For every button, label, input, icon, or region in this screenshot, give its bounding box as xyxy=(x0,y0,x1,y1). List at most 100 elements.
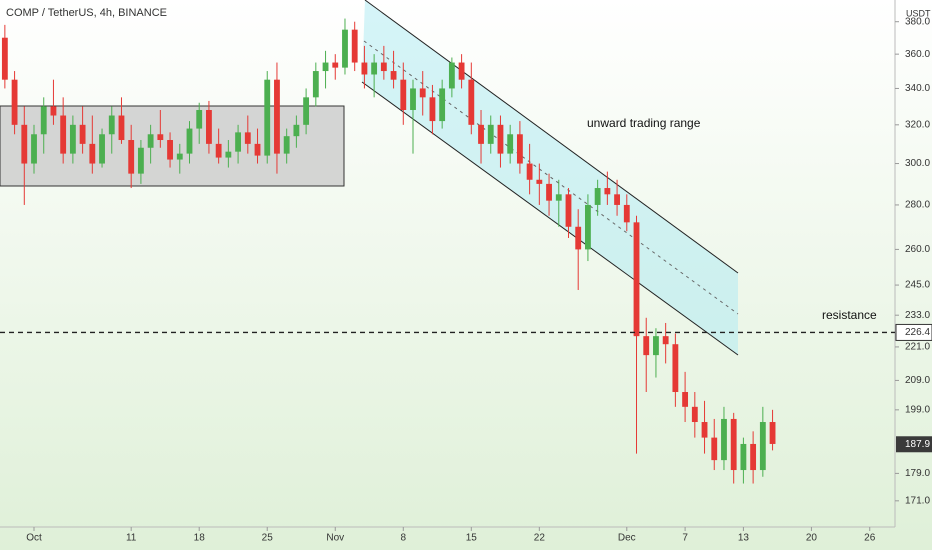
last-price-label: 187.9 xyxy=(905,439,930,450)
x-tick-label: 7 xyxy=(682,533,688,544)
x-tick-label: 22 xyxy=(534,533,546,544)
annotation: resistance xyxy=(822,308,877,322)
candle-body xyxy=(196,110,203,129)
y-tick-label: 221.0 xyxy=(905,342,930,353)
candle-body xyxy=(225,151,232,158)
candle-body xyxy=(99,134,105,164)
candle-body xyxy=(322,62,329,72)
x-tick-label: 18 xyxy=(194,533,206,544)
candle-body xyxy=(312,71,319,98)
y-tick-label: 380.0 xyxy=(905,16,930,27)
candle-body xyxy=(147,134,154,148)
candle-body xyxy=(390,71,397,80)
candle-body xyxy=(594,188,601,205)
candle-body xyxy=(215,143,222,158)
y-tick-label: 340.0 xyxy=(905,83,930,94)
candle-body xyxy=(429,97,436,122)
x-tick-label: 13 xyxy=(738,533,750,544)
y-tick-label: 209.0 xyxy=(905,375,930,386)
candle-body xyxy=(439,88,446,122)
candle-body xyxy=(293,124,300,137)
candle-body xyxy=(380,62,387,72)
candle-body xyxy=(206,110,212,144)
candle-body xyxy=(448,62,455,89)
y-tick-label: 171.0 xyxy=(905,495,930,506)
candle-body xyxy=(264,79,271,156)
candle-body xyxy=(186,128,193,154)
candle-body xyxy=(565,194,572,227)
candle-body xyxy=(555,194,562,201)
candle-body xyxy=(400,79,407,111)
candle-body xyxy=(458,62,465,80)
candle-body xyxy=(507,134,514,154)
candle-body xyxy=(546,183,552,201)
candle-body xyxy=(244,132,251,144)
candle-body xyxy=(235,132,241,152)
candle-body xyxy=(342,29,348,68)
candle-body xyxy=(487,124,494,144)
candle-body xyxy=(69,124,76,154)
y-tick-label: 233.0 xyxy=(905,310,930,321)
x-tick-label: 8 xyxy=(401,533,407,544)
candle-body xyxy=(351,29,358,63)
candle-body xyxy=(419,88,426,98)
candle-body xyxy=(701,422,708,438)
candle-body xyxy=(118,115,125,141)
candle-body xyxy=(478,124,484,144)
candle-body xyxy=(468,79,475,125)
candle-body xyxy=(11,79,18,125)
candle-body xyxy=(721,418,727,461)
y-tick-label: 300.0 xyxy=(905,158,930,169)
candle-body xyxy=(585,204,591,250)
candle-body xyxy=(730,418,737,471)
axis-unit: USDT xyxy=(906,8,931,18)
candle-body xyxy=(516,134,523,164)
x-tick-label: 20 xyxy=(806,533,818,544)
candle-body xyxy=(283,136,290,154)
candle-body xyxy=(157,134,164,141)
candle-body xyxy=(274,79,280,154)
candle-body xyxy=(643,336,650,356)
candle-body xyxy=(332,62,339,68)
last-price-tag xyxy=(896,436,932,453)
candle-body xyxy=(361,62,368,75)
candle-body xyxy=(371,62,378,75)
candle-body xyxy=(633,222,640,337)
y-tick-label: 245.0 xyxy=(905,280,930,291)
x-tick-label: 26 xyxy=(864,533,876,544)
channel-mid xyxy=(363,40,739,315)
candle-body xyxy=(89,143,96,164)
resistance-tag xyxy=(895,323,932,341)
candle-body xyxy=(176,153,183,160)
candle-body xyxy=(167,140,173,160)
candle-body xyxy=(623,204,630,223)
y-tick-label: 280.0 xyxy=(905,200,930,211)
candle-body xyxy=(750,443,757,471)
candle-body xyxy=(662,336,669,345)
channel-fill xyxy=(362,0,738,355)
candle-body xyxy=(740,443,747,471)
x-tick-label: Nov xyxy=(326,533,344,544)
candle-body xyxy=(691,406,698,423)
x-tick-label: 25 xyxy=(262,533,274,544)
x-tick-label: 11 xyxy=(126,533,137,544)
annotation: unward trading range xyxy=(587,116,701,130)
candle-body xyxy=(653,336,659,356)
y-tick-label: 260.0 xyxy=(905,244,930,255)
channel-lower xyxy=(361,81,739,356)
channel-upper xyxy=(364,0,739,274)
candle-body xyxy=(31,134,37,164)
x-tick-label: Oct xyxy=(26,533,42,544)
x-tick-label: 15 xyxy=(466,533,478,544)
candle-body xyxy=(60,115,67,154)
y-tick-label: 179.0 xyxy=(905,468,930,479)
candle-body xyxy=(497,124,504,154)
candle-body xyxy=(1,37,8,80)
candle-body xyxy=(303,97,310,125)
candle-body xyxy=(604,188,611,195)
candle-body xyxy=(21,124,28,164)
candle-body xyxy=(575,226,582,250)
candle-body xyxy=(526,163,533,180)
